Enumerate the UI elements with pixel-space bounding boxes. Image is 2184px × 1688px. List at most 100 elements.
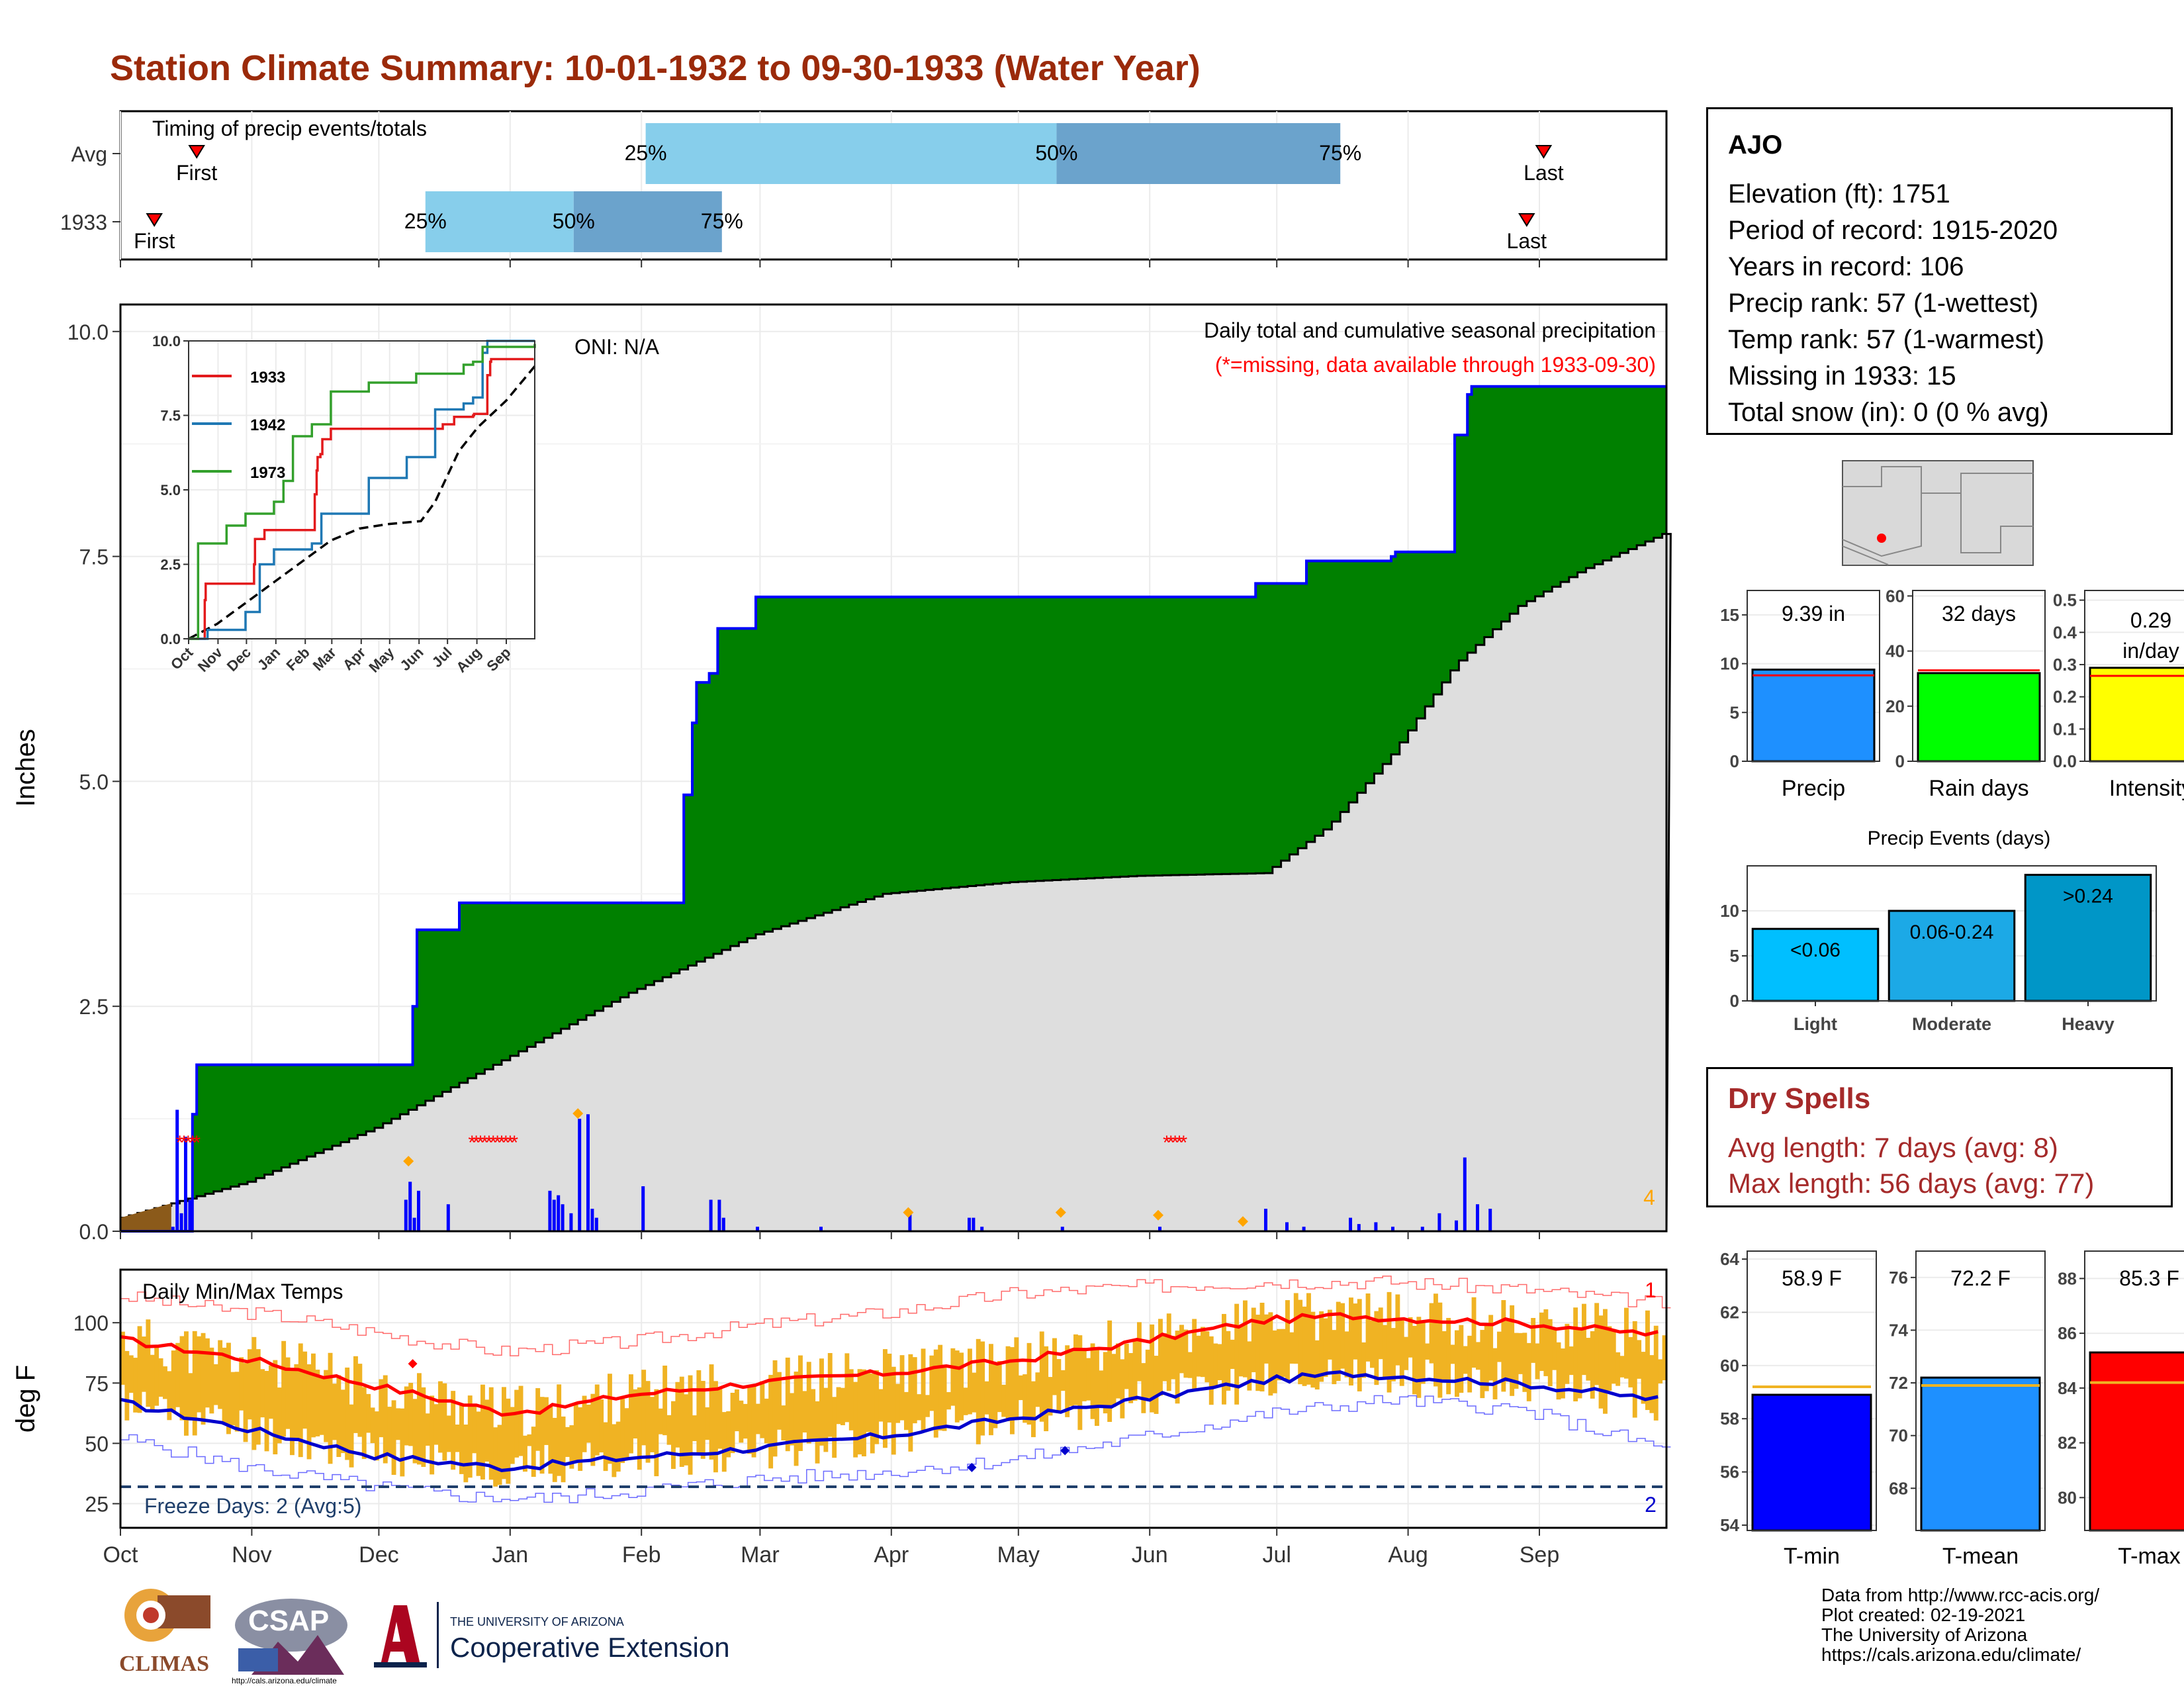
daily-temp-range-bar	[1010, 1347, 1015, 1434]
daily-temp-range-bar	[692, 1415, 697, 1442]
daily-temp-range-bar	[1306, 1293, 1311, 1385]
events-bar-moderate	[1888, 910, 2016, 1002]
daily-temp-range-bar	[1615, 1352, 1621, 1386]
daily-temp-range-bar	[984, 1381, 989, 1415]
tempbar-y-tick-label: 74	[1889, 1320, 1908, 1340]
missing-note: (*=missing, data available through 1933-…	[1215, 353, 1656, 377]
daily-temp-range-bar	[510, 1407, 515, 1464]
timing-title: Timing of precip events/totals	[152, 117, 427, 140]
tempbar-y-tick-label: 86	[2058, 1323, 2077, 1343]
daily-temp-range-bar	[1141, 1363, 1146, 1413]
daily-temp-range-bar	[248, 1349, 252, 1420]
summary-value-bar	[1917, 672, 2041, 763]
daily-temp-range-bar	[1526, 1342, 1531, 1401]
temperature-summary-charts: 54 56 58 60 62 64 58.9 F T-min 68 70 72 74 76 72.2 F T…	[1720, 1249, 2184, 1569]
daily-temp-range-bar	[705, 1407, 710, 1440]
inset-y-tick-label: 10.0	[152, 333, 181, 350]
daily-temp-range-bar	[573, 1404, 578, 1462]
daily-precip-bar	[175, 1109, 179, 1231]
daily-temp-range-bar	[557, 1384, 562, 1476]
precip-y-tick-label: 2.5	[79, 995, 109, 1019]
daily-temp-range-bar	[785, 1357, 790, 1452]
daily-temp-range-bar	[612, 1424, 617, 1477]
daily-temp-range-bar	[302, 1351, 308, 1429]
missing-day-asterisk: *	[1167, 1132, 1175, 1154]
daily-temp-range-bar	[349, 1404, 354, 1468]
daily-temp-range-bar	[243, 1363, 248, 1442]
events-y-tick-label: 0	[1730, 991, 1739, 1011]
daily-temp-range-bar	[1162, 1333, 1167, 1382]
summary-frame	[1747, 590, 1880, 762]
credit-plot-date: Plot created: 02-19-2021	[1821, 1605, 2026, 1625]
daily-temp-range-bar	[582, 1395, 587, 1452]
temp-y-tick-label: 25	[85, 1493, 109, 1517]
daily-precip-bar	[980, 1227, 984, 1231]
daily-temp-range-bar	[1251, 1307, 1256, 1372]
daily-temp-range-bar	[586, 1404, 591, 1443]
daily-temp-range-bar	[1073, 1334, 1078, 1405]
summary-y-tick-label: 0	[1730, 751, 1739, 771]
daily-temp-range-bar	[552, 1417, 557, 1482]
climas-logo: CLIMAS	[111, 1582, 217, 1681]
daily-temp-range-bar	[751, 1384, 756, 1458]
daily-temp-range-bar	[1183, 1329, 1189, 1378]
daily-precip-bar	[569, 1213, 573, 1231]
daily-temp-range-bar	[1450, 1344, 1455, 1364]
daily-temp-range-bar	[294, 1364, 299, 1441]
daily-temp-range-bar	[629, 1374, 633, 1454]
timing-last-label: Last	[1507, 229, 1547, 253]
daily-temp-range-bar	[1175, 1331, 1180, 1404]
daily-temp-range-bar	[137, 1326, 142, 1413]
record-day-marker	[1153, 1209, 1163, 1221]
timing-q25-label: 25%	[625, 141, 667, 165]
daily-temp-range-bar	[908, 1354, 913, 1452]
month-tick-label: Jun	[1132, 1542, 1168, 1568]
daily-temp-range-bar	[1374, 1311, 1379, 1385]
daily-temp-range-bar	[412, 1399, 418, 1464]
daily-temp-range-bar	[158, 1358, 163, 1397]
daily-temp-range-bar	[709, 1364, 714, 1460]
period-line: Period of record: 1915-2020	[1728, 216, 2058, 245]
daily-temp-range-bar	[472, 1404, 477, 1454]
daily-temp-range-bar	[357, 1364, 363, 1437]
daily-temp-range-bar	[1145, 1349, 1150, 1398]
daily-temp-range-bar	[929, 1355, 934, 1411]
daily-temp-range-bar	[794, 1372, 799, 1466]
daily-temp-range-bar	[120, 1331, 125, 1385]
daily-temp-range-bar	[1437, 1302, 1443, 1398]
daily-temp-range-bar	[218, 1340, 223, 1409]
daily-temp-range-bar	[942, 1364, 947, 1431]
daily-temp-range-bar	[1412, 1325, 1417, 1395]
daily-temp-range-bar	[976, 1338, 981, 1444]
daily-temp-range-bar	[1205, 1331, 1210, 1383]
temp-y-tick-label: 50	[85, 1432, 109, 1456]
daily-temp-range-bar	[197, 1336, 202, 1413]
daily-temp-range-bar	[239, 1357, 244, 1411]
daily-temp-range-bar	[1259, 1303, 1265, 1391]
precip-y-tick-label: 5.0	[79, 770, 109, 794]
daily-temp-range-bar	[883, 1349, 887, 1448]
daily-temp-range-bar	[201, 1333, 206, 1425]
daily-temp-range-bar	[1416, 1317, 1422, 1398]
daily-temp-range-bar	[1035, 1372, 1040, 1407]
summary-axis-label: Intensity	[2109, 776, 2184, 801]
daily-precip-bar	[188, 1199, 192, 1231]
daily-temp-range-bar	[764, 1398, 769, 1444]
daily-temp-range-bar	[1518, 1333, 1523, 1374]
elevation-line: Elevation (ft): 1751	[1728, 179, 1950, 209]
daily-temp-range-bar	[184, 1331, 189, 1436]
daily-temp-range-bar	[311, 1353, 316, 1438]
daily-temp-range-bar	[1391, 1328, 1396, 1382]
summary-y-tick-label: 5	[1730, 702, 1739, 722]
daily-temp-range-bar	[1637, 1340, 1642, 1379]
timing-q25-label: 25%	[404, 209, 447, 233]
daily-precip-bar	[1349, 1217, 1352, 1231]
daily-temp-range-bar	[539, 1397, 545, 1474]
daily-temp-range-bar	[899, 1355, 905, 1421]
daily-temp-range-bar	[1234, 1303, 1240, 1405]
summary-value-bar	[2089, 667, 2184, 763]
daily-temp-range-bar	[1624, 1307, 1629, 1379]
daily-precip-bar	[184, 1137, 187, 1231]
inset-series-line-1973	[189, 344, 536, 640]
daily-temp-range-bar	[408, 1382, 414, 1446]
